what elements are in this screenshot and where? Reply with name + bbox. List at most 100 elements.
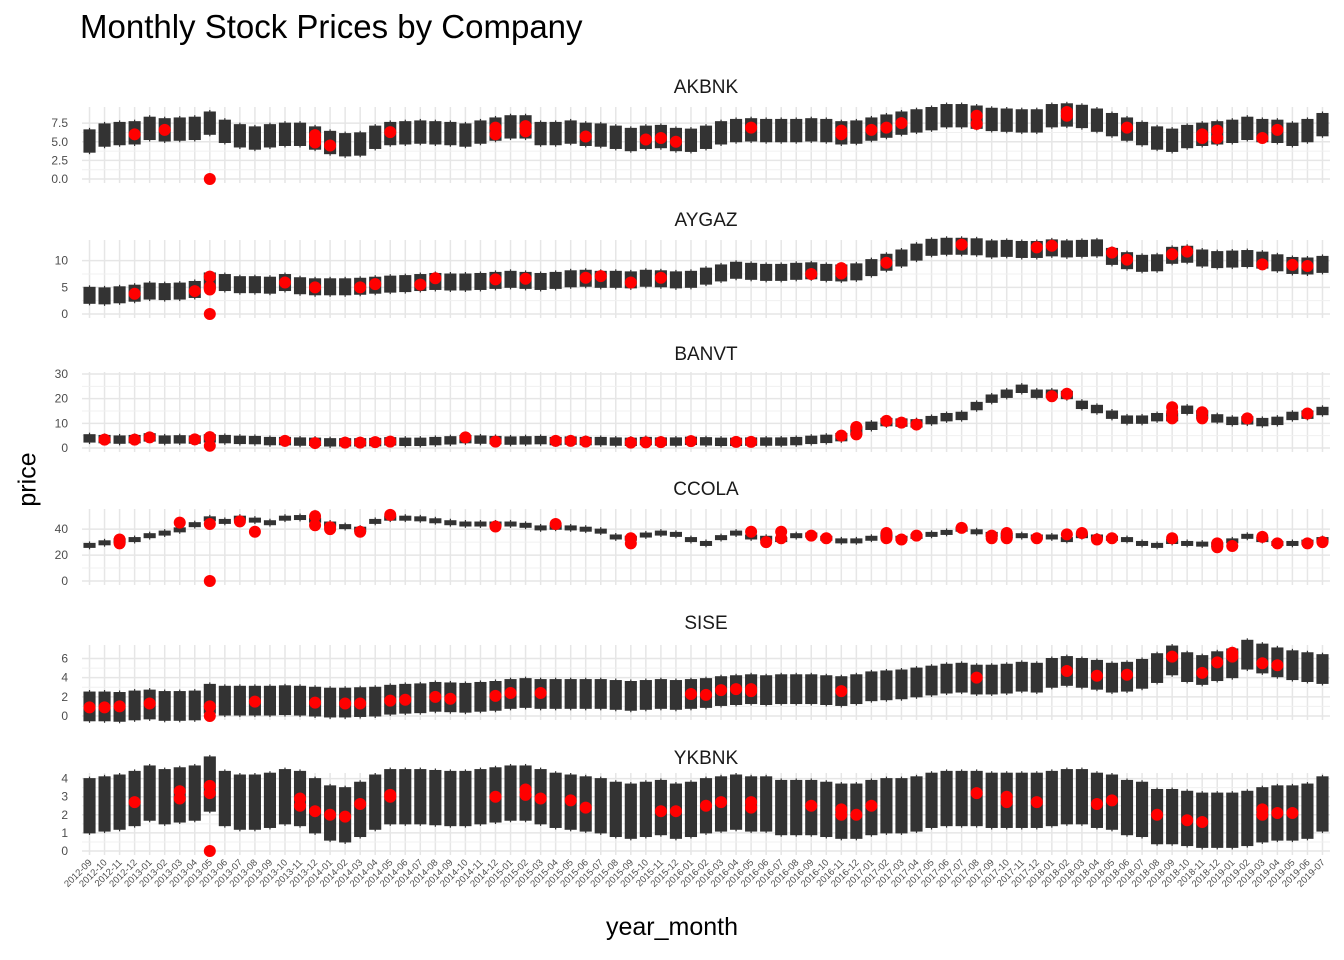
box xyxy=(970,401,983,411)
box xyxy=(760,118,773,143)
box xyxy=(985,394,998,403)
box xyxy=(1181,652,1194,682)
box xyxy=(504,521,517,527)
box xyxy=(248,276,261,294)
box xyxy=(399,437,412,447)
box xyxy=(609,437,622,446)
outlier-point xyxy=(444,692,457,705)
outlier-point xyxy=(1256,808,1269,821)
box xyxy=(158,769,171,825)
box xyxy=(1135,540,1149,546)
box xyxy=(1241,790,1254,847)
outlier-point xyxy=(1256,657,1269,670)
box xyxy=(188,116,201,141)
box xyxy=(1045,658,1058,688)
box xyxy=(940,237,953,255)
box xyxy=(143,765,156,821)
box xyxy=(925,665,938,696)
box xyxy=(278,122,292,146)
y-tick-label: 4 xyxy=(61,671,68,685)
box xyxy=(203,111,216,135)
outlier-point xyxy=(158,123,171,136)
box xyxy=(564,270,577,288)
outlier-point xyxy=(489,121,502,134)
outlier-point xyxy=(760,536,773,549)
box xyxy=(940,412,953,422)
outlier-point xyxy=(579,271,592,284)
outlier-point xyxy=(1301,407,1314,420)
box xyxy=(218,119,231,144)
outlier-point xyxy=(1000,796,1013,809)
outlier-point xyxy=(203,779,216,792)
outlier-point xyxy=(684,687,697,700)
box xyxy=(459,123,472,147)
y-tick-label: 7.5 xyxy=(51,116,68,130)
box xyxy=(775,779,788,836)
box xyxy=(504,765,517,821)
box xyxy=(985,107,998,132)
box xyxy=(639,781,652,838)
outlier-point xyxy=(654,271,667,284)
outlier-point xyxy=(624,537,637,550)
box xyxy=(955,411,968,421)
box xyxy=(594,528,607,534)
outlier-point xyxy=(1090,669,1103,682)
outlier-point xyxy=(700,688,712,701)
panel-aygaz: 0 5 10 AYGAZ xyxy=(55,210,1330,321)
outlier-point xyxy=(850,808,863,821)
outlier-point xyxy=(203,517,216,530)
outlier-point xyxy=(1045,390,1058,403)
box xyxy=(1090,404,1104,414)
y-tick-label: 3 xyxy=(61,790,68,804)
box xyxy=(820,118,833,143)
box xyxy=(850,120,863,144)
box xyxy=(624,681,637,711)
box xyxy=(1271,416,1284,426)
box xyxy=(504,270,517,288)
outlier-point xyxy=(835,808,848,821)
box xyxy=(218,770,231,827)
box xyxy=(83,542,96,548)
box xyxy=(1181,405,1194,414)
box xyxy=(444,273,457,291)
outlier-point xyxy=(324,808,337,821)
outlier-point xyxy=(880,121,893,134)
box xyxy=(98,123,111,147)
y-tick-label: 1 xyxy=(61,826,68,840)
box xyxy=(459,770,472,827)
box xyxy=(1015,109,1028,133)
box xyxy=(158,435,171,444)
box xyxy=(248,774,261,830)
outlier-point xyxy=(654,132,667,145)
y-tick-label: 4 xyxy=(61,772,68,786)
outlier-point xyxy=(1271,123,1284,136)
box xyxy=(790,533,803,539)
box xyxy=(730,774,743,830)
box xyxy=(1196,541,1209,547)
outlier-point xyxy=(1196,816,1209,829)
outlier-point xyxy=(489,520,502,533)
box xyxy=(1075,658,1088,688)
box xyxy=(83,286,96,304)
outlier-point xyxy=(745,685,758,698)
outlier-point xyxy=(1060,528,1073,541)
facet-label-ykbnk: YKBNK xyxy=(674,748,739,769)
outlier-point xyxy=(1090,797,1103,810)
facet-label-banvt: BANVT xyxy=(674,344,738,365)
panel-banvt: 0 10 20 30 BANVT xyxy=(55,344,1330,455)
outlier-point xyxy=(113,700,126,713)
box xyxy=(444,436,457,445)
box xyxy=(639,269,652,287)
outlier-point xyxy=(83,701,96,714)
outlier-point xyxy=(775,532,788,545)
box xyxy=(1015,240,1028,258)
box xyxy=(940,104,953,128)
box xyxy=(233,124,246,148)
outlier-point xyxy=(1045,239,1058,252)
y-tick-label: 0 xyxy=(61,844,68,858)
box xyxy=(278,515,292,521)
box xyxy=(1241,533,1254,539)
outlier-point xyxy=(429,272,442,285)
box xyxy=(143,533,156,539)
box xyxy=(83,434,96,443)
